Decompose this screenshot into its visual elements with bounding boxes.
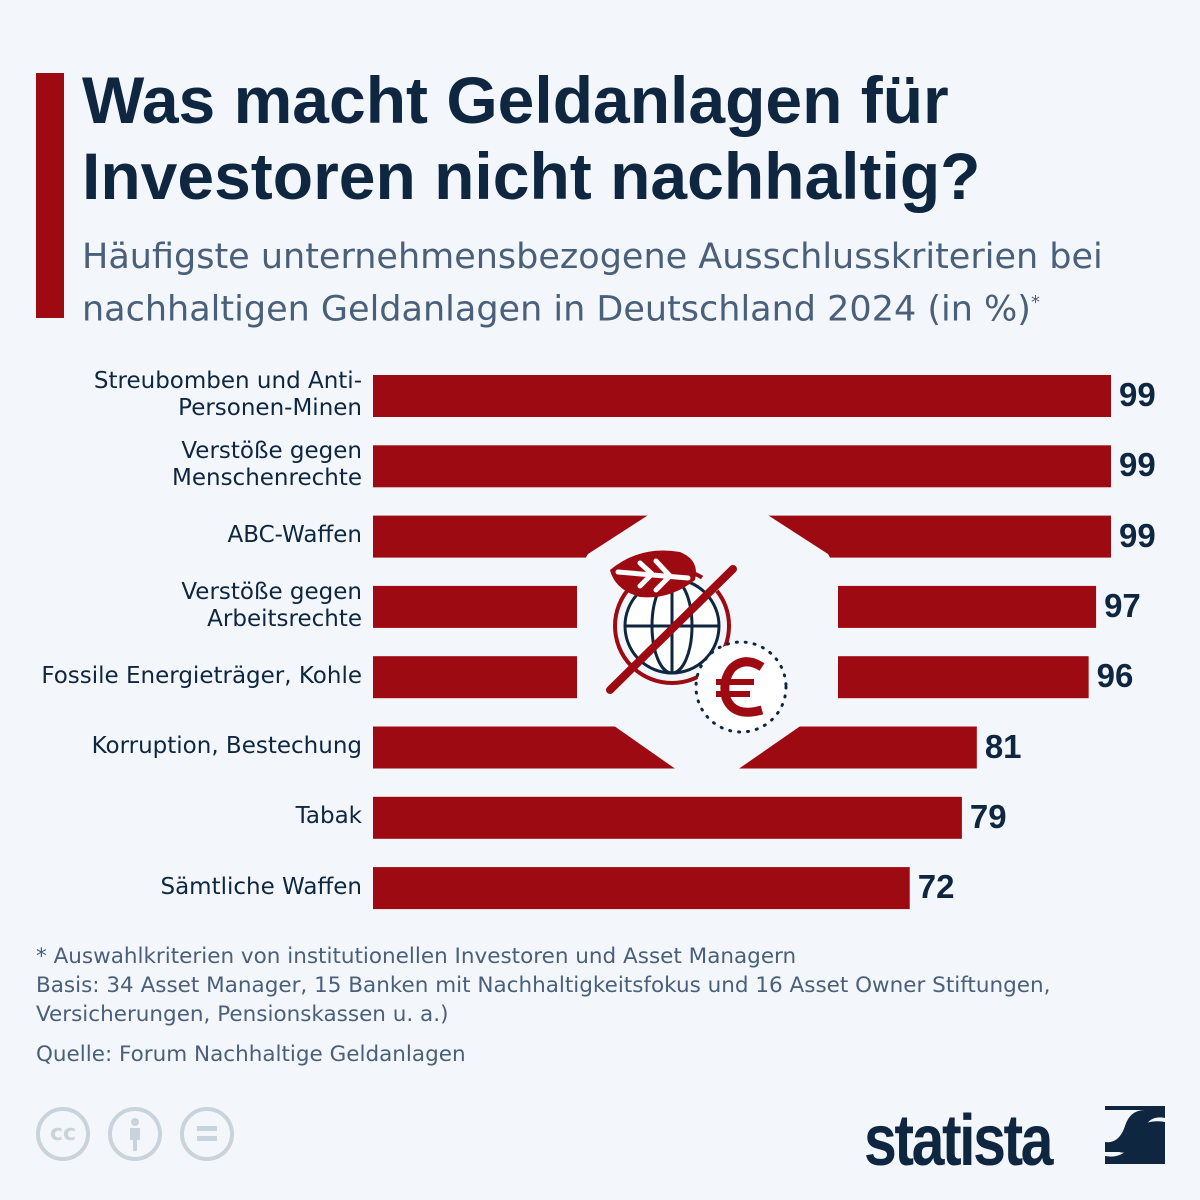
value-label: 99 xyxy=(1119,516,1156,554)
basis-note: Basis: 34 Asset Manager, 15 Banken mit N… xyxy=(36,973,1051,1027)
value-label: 99 xyxy=(1119,376,1156,413)
category-label: Fossile Energieträger, Kohle xyxy=(41,662,362,689)
category-label: Verstöße gegen Arbeitsrechte xyxy=(181,578,362,632)
leaf-icon xyxy=(610,550,696,598)
value-label: 96 xyxy=(1096,657,1134,695)
category-label: Sämtliche Waffen xyxy=(160,873,362,900)
strike-line-icon xyxy=(606,565,737,694)
value-label: 99 xyxy=(1119,446,1156,484)
footnote-mark: * xyxy=(1030,292,1040,313)
statista-logo-icon xyxy=(1105,1106,1165,1164)
cc-icon[interactable]: cc xyxy=(36,1107,90,1161)
subtitle-text: Häufigste unternehmensbezogene Ausschlus… xyxy=(82,237,1103,330)
value-label: 72 xyxy=(917,868,955,906)
page-title: Was macht Geldanlagen für Investoren nic… xyxy=(82,63,981,213)
value-label: 79 xyxy=(969,797,1007,835)
category-label: Verstöße gegen Menschenrechte xyxy=(172,438,362,492)
footnote: * Auswahlkriterien von institutionellen … xyxy=(36,944,797,969)
no-derivatives-icon[interactable] xyxy=(180,1107,234,1161)
bar xyxy=(373,796,962,839)
category-label: Korruption, Bestechung xyxy=(91,733,362,759)
bar xyxy=(373,445,1111,488)
category-label: Tabak xyxy=(295,803,362,830)
value-label: 97 xyxy=(1104,586,1141,624)
source: Quelle: Forum Nachhaltige Geldanlagen xyxy=(36,1042,466,1067)
title-accent-bar xyxy=(36,73,64,318)
page-subtitle: Häufigste unternehmensbezogene Ausschlus… xyxy=(82,234,1182,333)
bar xyxy=(373,867,910,910)
bar xyxy=(373,375,1111,417)
category-label: Streubomben und Anti- Personen-Minen xyxy=(93,368,362,421)
euro-coin-icon xyxy=(694,640,788,734)
cc-text: cc xyxy=(49,1121,77,1146)
attribution-icon[interactable] xyxy=(108,1107,162,1161)
statista-logo[interactable]: statista xyxy=(864,1101,1054,1181)
value-label: 81 xyxy=(984,727,1022,765)
category-label: ABC-Waffen xyxy=(227,522,362,549)
